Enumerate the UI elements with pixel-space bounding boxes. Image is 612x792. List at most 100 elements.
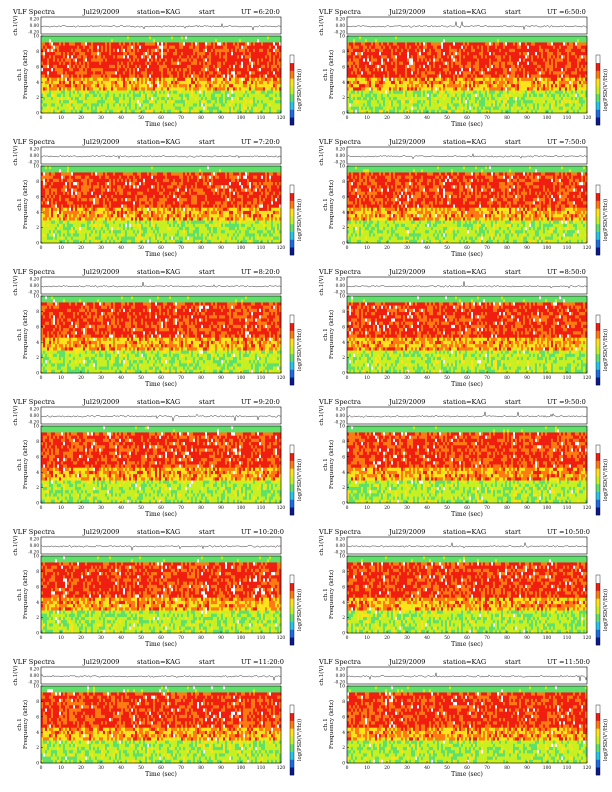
spectrogram-cell [261, 103, 264, 107]
spectrogram-cell [457, 93, 460, 98]
spectrogram-cell [501, 106, 504, 111]
spectrogram-cell [209, 64, 212, 69]
spectrogram-cell [455, 109, 458, 114]
spectrogram-cell [275, 106, 278, 111]
spectrogram-cell [91, 64, 94, 69]
spectrogram-cell [103, 100, 106, 104]
spectrogram-cell [51, 90, 54, 95]
spectrogram-cell [53, 84, 56, 88]
spectrogram-cell [491, 87, 494, 91]
spectrogram-cell [443, 71, 446, 75]
spectrogram-cell [349, 39, 352, 43]
spectrogram-cell [181, 68, 184, 72]
spectrogram-cell [279, 42, 282, 46]
spectrogram-cell [441, 80, 444, 85]
spectrogram-cell [503, 96, 506, 101]
spectrogram-cell [461, 39, 464, 43]
spectrogram-cell [363, 84, 366, 88]
spectrogram-cell [183, 58, 186, 62]
spectrogram-cell [121, 100, 124, 104]
spectrogram-cell [121, 36, 124, 40]
spectrogram-cell [83, 58, 86, 62]
spectrogram-cell [185, 109, 188, 114]
spectrogram-cell [83, 106, 86, 111]
spectrogram-cell [137, 96, 140, 101]
spectrogram-cell [223, 93, 226, 98]
spectrogram-cell [383, 103, 386, 107]
spectrogram-cell [451, 103, 454, 107]
spectrogram-cell [417, 55, 420, 59]
spectrogram-cell [65, 80, 68, 85]
spectrogram-cell [469, 80, 472, 85]
spectrogram-cell [139, 93, 142, 98]
spectrogram-cell [381, 77, 384, 82]
spectrogram-cell [93, 103, 96, 107]
spectrogram-cell [431, 100, 434, 104]
spectrogram-cell [509, 103, 512, 107]
spectrogram-cell [181, 45, 184, 50]
spectrogram-cell [53, 106, 56, 111]
spectrogram-cell [71, 42, 74, 46]
spectrogram-cell [471, 36, 474, 40]
spectrogram-cell [199, 80, 202, 85]
spectrogram-cell [69, 55, 72, 59]
spectrogram-cell [513, 74, 516, 79]
spectrogram-cell [217, 68, 220, 72]
spectrogram-cell [351, 58, 354, 62]
spectrogram-cell [423, 106, 426, 111]
spectrogram-cell [231, 96, 234, 101]
spectrogram-cell [491, 39, 494, 43]
spectrogram-cell [261, 96, 264, 101]
spectrogram-cell [241, 64, 244, 69]
spectrogram-cell [109, 100, 112, 104]
spectrogram-cell [249, 96, 252, 101]
spectrogram-cell [469, 87, 472, 91]
spectrogram-cell [49, 87, 52, 91]
spectrogram-cell [393, 106, 396, 111]
spectrogram-cell [93, 36, 96, 40]
spectrogram-cell [187, 64, 190, 69]
spectrogram-cell [127, 100, 130, 104]
spectrogram-cell [129, 103, 132, 107]
spectrogram-cell [211, 100, 214, 104]
spectrogram-cell [245, 45, 248, 50]
spectrogram-cell [487, 77, 490, 82]
spectrogram-cell [497, 100, 500, 104]
spectrogram-cell [153, 106, 156, 111]
spectrogram-cell [139, 58, 142, 62]
spectrogram-cell [189, 64, 192, 69]
spectrogram-cell [241, 74, 244, 79]
spectrogram-cell [43, 103, 46, 107]
spectrogram-cell [357, 106, 360, 111]
spectrogram-cell [465, 52, 468, 56]
spectrogram-cell [49, 109, 52, 114]
spectrogram-cell [379, 84, 382, 88]
spectrogram-cell [169, 42, 172, 46]
spectrogram-cell [491, 74, 494, 79]
spectrogram-cell [167, 55, 170, 59]
spectrogram-cell [375, 45, 378, 50]
spectrogram-cell [77, 55, 80, 59]
spectrogram-cell [227, 80, 230, 85]
spectrogram-cell [79, 55, 82, 59]
spectrogram-cell [101, 109, 104, 114]
spectrogram-cell [147, 68, 150, 72]
spectrogram-cell [67, 77, 70, 82]
spectrogram-cell [511, 74, 514, 79]
spectrogram-cell [495, 39, 498, 43]
spectrogram-cell [257, 103, 260, 107]
spectrogram-cell [201, 77, 204, 82]
spectrogram-cell [393, 45, 396, 50]
spectrogram-cell [411, 77, 414, 82]
spectrogram-cell [93, 96, 96, 101]
spectrogram-cell [403, 48, 406, 53]
spectrogram-cell [129, 74, 132, 79]
spectrogram-cell [425, 42, 428, 46]
spectrogram-cell [435, 42, 438, 46]
spectrogram-cell [415, 45, 418, 50]
spectrogram-cell [55, 55, 58, 59]
spectrogram-cell [451, 48, 454, 53]
spectrogram-cell [429, 109, 432, 114]
spectrogram-cell [105, 93, 108, 98]
spectrogram-cell [405, 52, 408, 56]
